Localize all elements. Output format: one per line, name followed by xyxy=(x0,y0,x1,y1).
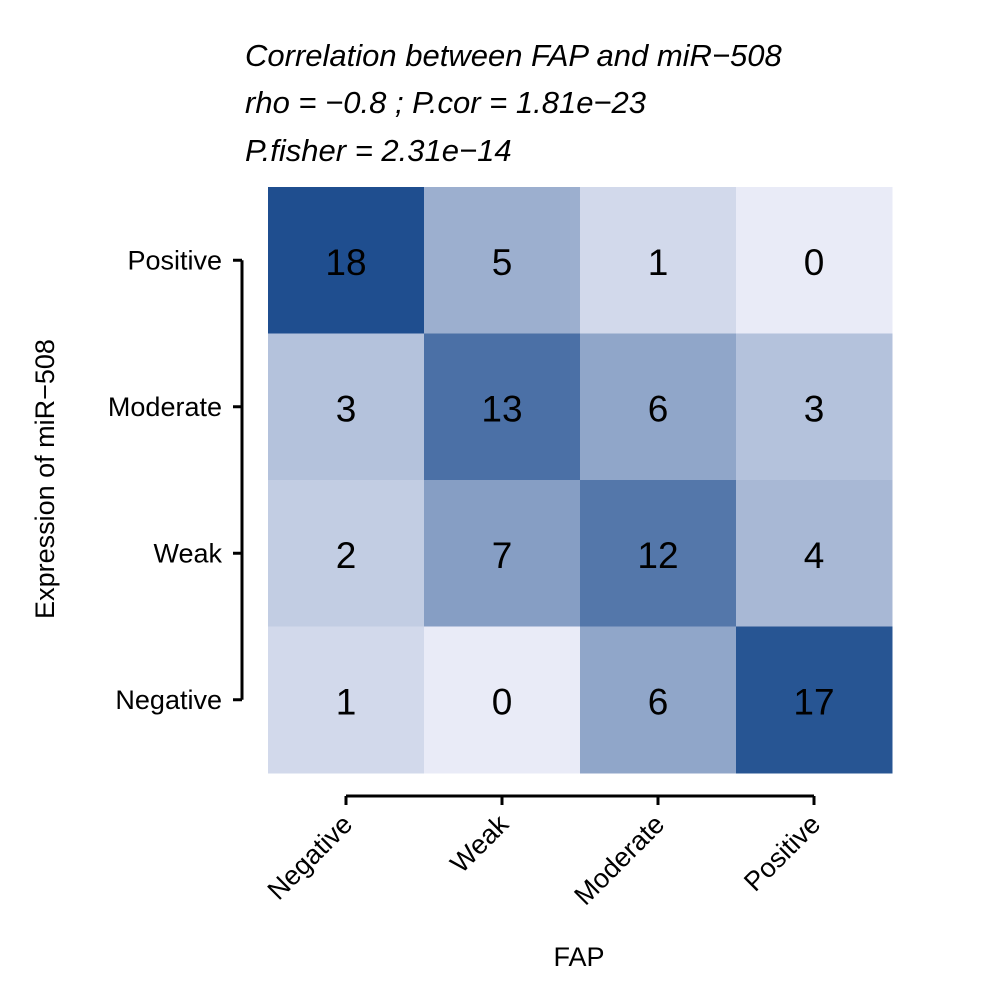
heatmap-cell xyxy=(736,480,893,627)
heatmap-cell xyxy=(268,333,425,481)
heatmap-cell xyxy=(424,626,581,774)
heatmap-cell xyxy=(268,480,425,627)
cell-value-label: 7 xyxy=(492,535,513,576)
x-tick-label: Negative xyxy=(262,809,359,906)
y-tick-label: Negative xyxy=(115,685,222,715)
cell-value-label: 4 xyxy=(804,535,825,576)
heatmap-cell xyxy=(424,187,581,334)
cell-value-label: 18 xyxy=(325,242,366,283)
cell-value-label: 3 xyxy=(804,388,825,429)
cell-value-label: 6 xyxy=(648,681,669,722)
cell-value-label: 1 xyxy=(336,681,357,722)
heatmap-cell xyxy=(736,333,893,481)
cell-value-label: 0 xyxy=(804,242,825,283)
chart-title: Correlation between FAP and miR−508 rho … xyxy=(245,38,783,168)
x-tick-label: Weak xyxy=(445,809,515,879)
cell-value-label: 13 xyxy=(481,388,522,429)
x-tick-label: Positive xyxy=(738,809,826,897)
heatmap-cell xyxy=(736,187,893,334)
x-axis: Negative Weak Moderate Positive xyxy=(262,794,826,911)
cell-value-label: 1 xyxy=(648,242,669,283)
heatmap-cell xyxy=(580,480,737,627)
heatmap-cell xyxy=(424,480,581,627)
heatmap-cell xyxy=(268,187,425,334)
x-axis-title: FAP xyxy=(553,942,604,972)
title-line-2: rho = −0.8 ; P.cor = 1.81e−23 xyxy=(245,85,646,120)
cell-value-label: 0 xyxy=(492,681,513,722)
x-tick-label: Moderate xyxy=(568,809,670,911)
y-tick-label: Weak xyxy=(153,538,222,568)
y-axis-title: Expression of miR−508 xyxy=(30,339,60,619)
title-line-1: Correlation between FAP and miR−508 xyxy=(245,38,783,73)
heatmap-cell xyxy=(580,187,737,334)
cell-value-label: 2 xyxy=(336,535,357,576)
heatmap-cell xyxy=(580,333,737,481)
heatmap-cell xyxy=(424,333,581,481)
cell-value-label: 17 xyxy=(793,681,834,722)
y-tick-label: Moderate xyxy=(108,392,222,422)
cell-value-label: 12 xyxy=(637,535,678,576)
y-tick-label: Positive xyxy=(127,245,222,275)
y-axis: Positive Moderate Weak Negative xyxy=(108,245,244,715)
title-line-3: P.fisher = 2.31e−14 xyxy=(245,133,512,168)
cell-value-label: 6 xyxy=(648,388,669,429)
heatmap-cells xyxy=(268,187,893,774)
cell-value-label: 3 xyxy=(336,388,357,429)
heatmap-cell-labels: 18 5 1 0 3 13 6 3 2 7 12 4 1 0 6 17 xyxy=(325,242,834,723)
heatmap-cell xyxy=(268,626,425,774)
heatmap-cell xyxy=(736,626,893,774)
cell-value-label: 5 xyxy=(492,242,513,283)
heatmap-cell xyxy=(580,626,737,774)
